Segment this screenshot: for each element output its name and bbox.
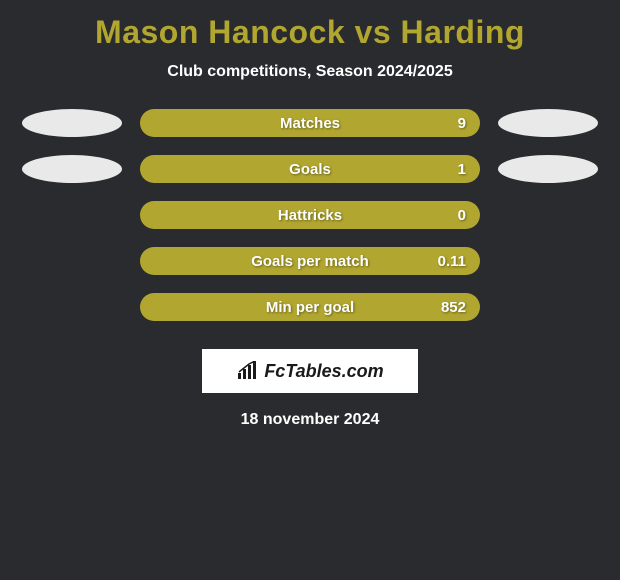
oval-spacer [22, 247, 122, 275]
stat-bar: Hattricks 0 [140, 201, 480, 229]
oval-spacer [22, 293, 122, 321]
oval-spacer [498, 247, 598, 275]
player-right-oval [498, 155, 598, 183]
stat-value: 852 [441, 299, 466, 316]
stat-bar: Goals per match 0.11 [140, 247, 480, 275]
stat-bar: Min per goal 852 [140, 293, 480, 321]
stat-value: 0.11 [438, 253, 466, 270]
oval-spacer [22, 201, 122, 229]
stat-label: Hattricks [278, 207, 342, 224]
stat-label: Goals per match [251, 253, 369, 270]
brand-box[interactable]: FcTables.com [202, 349, 418, 393]
date-text: 18 november 2024 [0, 411, 620, 429]
page-title: Mason Hancock vs Harding [0, 14, 620, 51]
stat-label: Min per goal [266, 299, 354, 316]
stat-row: Min per goal 852 [0, 293, 620, 321]
oval-spacer [498, 293, 598, 321]
stat-value: 0 [458, 207, 466, 224]
stat-row: Hattricks 0 [0, 201, 620, 229]
stat-list: Matches 9 Goals 1 Hattricks 0 Goals per match 0… [0, 109, 620, 321]
stat-value: 9 [458, 115, 466, 132]
oval-spacer [498, 201, 598, 229]
stat-value: 1 [458, 161, 466, 178]
stat-row: Matches 9 [0, 109, 620, 137]
player-left-oval [22, 109, 122, 137]
stat-label: Matches [280, 115, 340, 132]
stat-bar: Matches 9 [140, 109, 480, 137]
subtitle: Club competitions, Season 2024/2025 [0, 63, 620, 81]
stat-row: Goals 1 [0, 155, 620, 183]
player-right-oval [498, 109, 598, 137]
brand-text: FcTables.com [264, 361, 383, 382]
stat-row: Goals per match 0.11 [0, 247, 620, 275]
player-left-oval [22, 155, 122, 183]
chart-icon [236, 361, 260, 381]
stat-label: Goals [289, 161, 331, 178]
comparison-card: Mason Hancock vs Harding Club competitio… [0, 0, 620, 429]
stat-bar: Goals 1 [140, 155, 480, 183]
